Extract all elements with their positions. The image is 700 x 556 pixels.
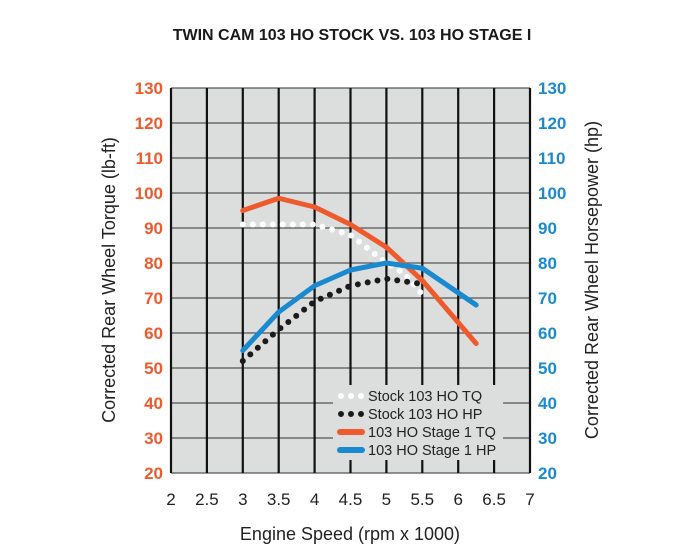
y-tick-label-right: 100 [538, 184, 566, 203]
y-tick-label-right: 80 [538, 254, 557, 273]
x-tick-label: 2.5 [195, 490, 219, 509]
y-tick-label-left: 110 [136, 149, 163, 168]
y-tick-label-left: 30 [144, 429, 163, 448]
y-tick-label-left: 70 [144, 289, 163, 308]
y-axis-label-left: Corrected Rear Wheel Torque (lb-ft) [99, 137, 119, 423]
y-tick-label-right: 70 [538, 289, 557, 308]
x-tick-label: 7 [525, 490, 534, 509]
chart-title: TWIN CAM 103 HO STOCK VS. 103 HO STAGE I [173, 27, 532, 44]
x-tick-label: 6.5 [482, 490, 506, 509]
y-tick-label-right: 130 [538, 79, 566, 98]
y-tick-label-right: 120 [538, 114, 566, 133]
y-tick-label-left: 100 [135, 184, 163, 203]
x-axis-label: Engine Speed (rpm x 1000) [240, 524, 460, 544]
x-tick-label: 6 [453, 490, 462, 509]
y-tick-label-left: 20 [144, 464, 163, 483]
series-line-103-ho-stage-1-tq [240, 195, 479, 346]
y-tick-label-right: 90 [538, 219, 557, 238]
y-tick-label-left: 130 [135, 79, 163, 98]
y-tick-label-left: 60 [144, 324, 163, 343]
y-tick-label-left: 80 [144, 254, 163, 273]
legend-label: Stock 103 HO TQ [368, 389, 482, 405]
x-tick-label: 4.5 [339, 490, 363, 509]
x-tick-label: 5 [382, 490, 391, 509]
legend-label: Stock 103 HO HP [368, 407, 482, 423]
y-tick-label-left: 120 [135, 114, 163, 133]
series-line-103-ho-stage-1-hp [240, 260, 479, 353]
y-tick-label-right: 30 [538, 429, 557, 448]
series-line-stock-103-ho-tq [239, 221, 426, 298]
y-tick-label-left: 90 [144, 219, 163, 238]
y-tick-label-left: 50 [144, 359, 163, 378]
x-tick-label: 4 [310, 490, 319, 509]
x-tick-label: 3.5 [267, 490, 291, 509]
y-axis-label-right: Corrected Rear Wheel Horsepower (hp) [582, 121, 602, 439]
series-line-stock-103-ho-hp [239, 275, 426, 364]
legend-label: 103 HO Stage 1 HP [368, 443, 496, 459]
legend-label: 103 HO Stage 1 TQ [368, 425, 496, 441]
x-tick-label: 3 [238, 490, 247, 509]
x-tick-label: 2 [166, 490, 175, 509]
x-tick-label: 5.5 [410, 490, 434, 509]
y-tick-label-right: 20 [538, 464, 557, 483]
y-tick-label-right: 50 [538, 359, 557, 378]
y-tick-label-right: 40 [538, 394, 557, 413]
y-tick-label-right: 110 [538, 149, 565, 168]
y-tick-label-right: 60 [538, 324, 557, 343]
y-tick-label-left: 40 [144, 394, 163, 413]
